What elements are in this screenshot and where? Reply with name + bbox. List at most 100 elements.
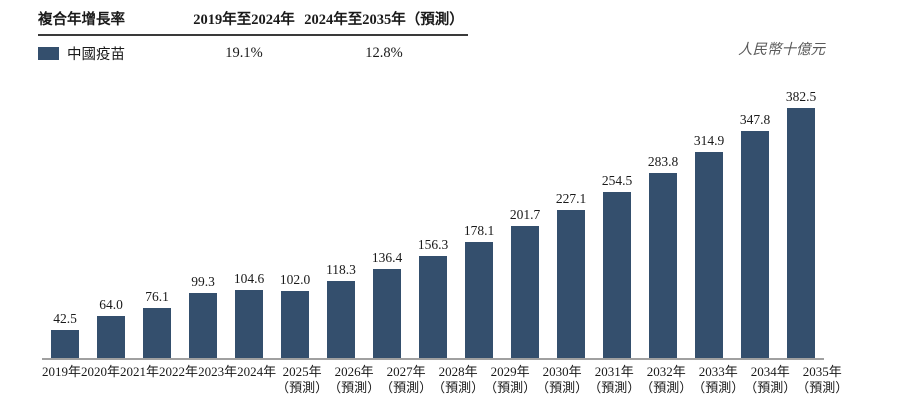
- bar-column: 42.5: [42, 311, 88, 358]
- bar-value-label: 227.1: [555, 190, 587, 206]
- x-axis-label-year: 2034年: [750, 364, 790, 379]
- x-axis-label: 2035年 （預測）: [796, 364, 848, 396]
- legend-item: 中國疫苗: [38, 43, 188, 64]
- x-axis-label: 2026年 （預測）: [328, 364, 380, 396]
- bar: [557, 209, 585, 358]
- bar-column: 136.4: [364, 250, 410, 358]
- legend-swatch: [38, 47, 59, 60]
- bar-value-label: 156.3: [417, 236, 449, 252]
- x-axis-label-note: （預測）: [536, 380, 589, 395]
- x-axis-label-year: 2032年: [646, 364, 686, 379]
- x-axis-label-year: 2029年: [490, 364, 530, 379]
- bar: [281, 291, 309, 358]
- bar-column: 156.3: [410, 237, 456, 358]
- x-axis-label: 2021年: [120, 364, 159, 396]
- bar-value-label: 102.0: [279, 272, 311, 288]
- x-axis-label-year: 2025年: [282, 364, 322, 379]
- x-axis-labels: 2019年 2020年 2021年 2022年 2023年 2024年 2025年 （預測） 2…: [42, 364, 848, 396]
- bar-column: 254.5: [594, 173, 640, 358]
- x-axis-label-note: （預測）: [588, 380, 641, 395]
- bar-column: 104.6: [226, 271, 272, 358]
- bar: [327, 280, 355, 358]
- bar-value-label: 118.3: [326, 261, 356, 277]
- bar-value-label: 136.4: [371, 249, 403, 265]
- x-axis-label: 2033年 （預測）: [692, 364, 744, 396]
- x-axis-line: [42, 358, 824, 360]
- x-axis-label-year: 2021年: [120, 364, 160, 379]
- bar-column: 382.5: [778, 89, 824, 358]
- x-axis-label-year: 2028年: [438, 364, 478, 379]
- bar-column: 347.8: [732, 112, 778, 358]
- x-axis-label: 2025年 （預測）: [276, 364, 328, 396]
- x-axis-label-note: （預測）: [796, 380, 849, 395]
- bar: [51, 330, 79, 358]
- bar-column: 201.7: [502, 207, 548, 358]
- x-axis-label: 2029年 （預測）: [484, 364, 536, 396]
- bar: [649, 172, 677, 358]
- bar-column: 314.9: [686, 133, 732, 358]
- cagr-value-period2: 12.8%: [365, 45, 403, 61]
- bar-value-label: 314.9: [693, 133, 725, 149]
- x-axis-label: 2034年 （預測）: [744, 364, 796, 396]
- bar-column: 283.8: [640, 153, 686, 358]
- bar: [695, 152, 723, 358]
- unit-label: 人民幣十億元: [738, 42, 825, 58]
- x-axis-label: 2022年: [159, 364, 198, 396]
- x-axis-label-year: 2019年: [42, 364, 82, 379]
- x-axis-label: 2027年 （預測）: [380, 364, 432, 396]
- x-axis-label-year: 2022年: [159, 364, 199, 379]
- bar-value-label: 201.7: [509, 207, 541, 223]
- bar-value-label: 76.1: [145, 289, 169, 305]
- x-axis-label: 2032年 （預測）: [640, 364, 692, 396]
- x-axis-label: 2020年: [81, 364, 120, 396]
- x-axis-label-note: （預測）: [744, 380, 797, 395]
- bar-column: 178.1: [456, 223, 502, 358]
- x-axis-label-year: 2030年: [542, 364, 582, 379]
- x-axis-label: 2023年: [198, 364, 237, 396]
- bar-column: 76.1: [134, 289, 180, 358]
- x-axis-label-note: （預測）: [380, 380, 433, 395]
- bars-area: 42.5 64.0 76.1 99.3 104.6 102.0 118.3 136.4 156.…: [42, 86, 824, 358]
- x-axis-label-year: 2035年: [802, 364, 842, 379]
- bar: [741, 130, 769, 358]
- x-axis-label-note: （預測）: [328, 380, 381, 395]
- x-axis-label: 2024年: [237, 364, 276, 396]
- cagr-period2-header: 2024年至2035年（預測）: [304, 12, 464, 28]
- cagr-series-row: 中國疫苗 19.1% 12.8%: [38, 36, 468, 64]
- x-axis-label-year: 2027年: [386, 364, 426, 379]
- cagr-value-period1: 19.1%: [225, 45, 263, 61]
- bar-chart: 42.5 64.0 76.1 99.3 104.6 102.0 118.3 136.4 156.…: [42, 86, 848, 396]
- bar: [189, 293, 217, 358]
- cagr-table: 複合年增長率 2019年至2024年 2024年至2035年（預測） 中國疫苗 …: [38, 8, 468, 64]
- x-axis-label-year: 2026年: [334, 364, 374, 379]
- x-axis-label-year: 2024年: [237, 364, 277, 379]
- x-axis-label-note: （預測）: [692, 380, 745, 395]
- x-axis-label-note: （預測）: [432, 380, 485, 395]
- x-axis-label-year: 2023年: [198, 364, 238, 379]
- cagr-period1-header: 2019年至2024年: [193, 12, 295, 28]
- x-axis-label: 2030年 （預測）: [536, 364, 588, 396]
- bar: [465, 241, 493, 358]
- bar-value-label: 347.8: [739, 111, 771, 127]
- bar-value-label: 64.0: [99, 297, 123, 313]
- bar: [373, 268, 401, 358]
- legend-label: 中國疫苗: [67, 47, 125, 63]
- bar-column: 118.3: [318, 262, 364, 358]
- bar: [143, 308, 171, 358]
- bar: [511, 226, 539, 358]
- bar: [787, 108, 815, 358]
- bar-value-label: 254.5: [601, 172, 633, 188]
- x-axis-label-year: 2031年: [594, 364, 634, 379]
- bar: [235, 289, 263, 358]
- bar: [603, 191, 631, 358]
- bar-column: 64.0: [88, 297, 134, 358]
- x-axis-label-note: （預測）: [276, 380, 329, 395]
- bar-value-label: 42.5: [53, 311, 77, 327]
- bar-value-label: 99.3: [191, 274, 215, 290]
- x-axis-label-year: 2033年: [698, 364, 738, 379]
- x-axis-label-note: （預測）: [484, 380, 537, 395]
- x-axis-label: 2019年: [42, 364, 81, 396]
- bar-value-label: 283.8: [647, 153, 679, 169]
- bar: [97, 316, 125, 358]
